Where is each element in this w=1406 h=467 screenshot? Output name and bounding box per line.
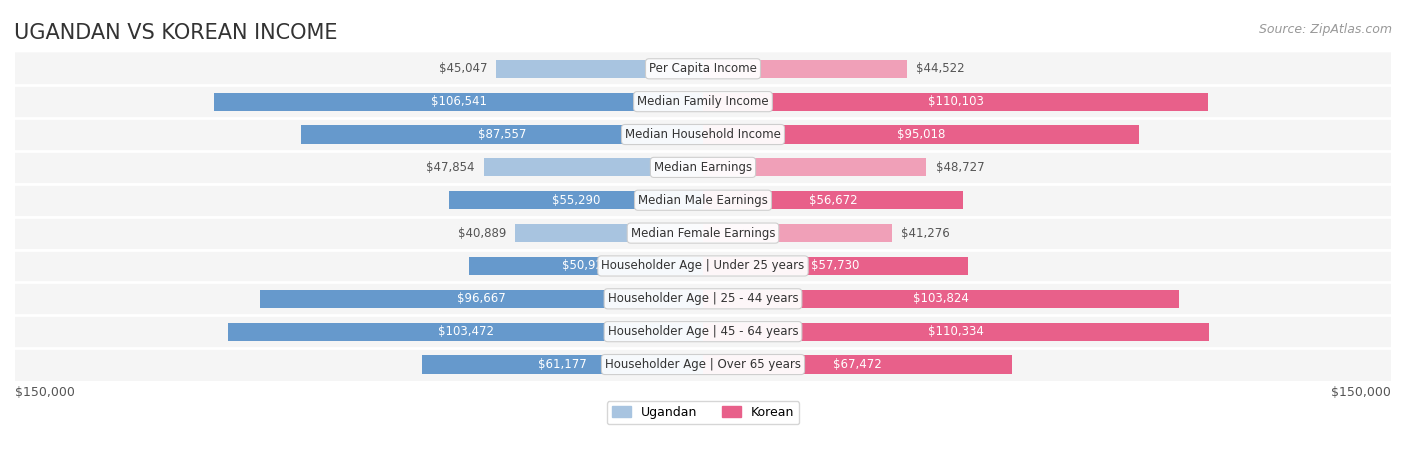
Bar xyxy=(228,323,703,341)
Text: Source: ZipAtlas.com: Source: ZipAtlas.com xyxy=(1258,23,1392,36)
Bar xyxy=(260,290,703,308)
Text: Householder Age | Over 65 years: Householder Age | Over 65 years xyxy=(605,358,801,371)
Bar xyxy=(496,60,703,78)
Text: Median Family Income: Median Family Income xyxy=(637,95,769,108)
Legend: Ugandan, Korean: Ugandan, Korean xyxy=(607,401,799,424)
Bar xyxy=(703,355,1012,374)
Bar xyxy=(470,257,703,275)
Text: $103,472: $103,472 xyxy=(437,325,494,338)
FancyBboxPatch shape xyxy=(15,217,1391,249)
Text: Per Capita Income: Per Capita Income xyxy=(650,62,756,75)
Text: Median Male Earnings: Median Male Earnings xyxy=(638,194,768,207)
Text: $67,472: $67,472 xyxy=(834,358,882,371)
Text: $40,889: $40,889 xyxy=(458,226,506,240)
Text: $41,276: $41,276 xyxy=(901,226,950,240)
Text: $96,667: $96,667 xyxy=(457,292,506,305)
Bar xyxy=(422,355,703,374)
Text: Householder Age | 45 - 64 years: Householder Age | 45 - 64 years xyxy=(607,325,799,338)
Bar xyxy=(703,323,1209,341)
FancyBboxPatch shape xyxy=(15,52,1391,85)
Text: Median Earnings: Median Earnings xyxy=(654,161,752,174)
Bar xyxy=(214,92,703,111)
FancyBboxPatch shape xyxy=(15,283,1391,315)
Text: $95,018: $95,018 xyxy=(897,128,945,141)
Bar xyxy=(516,224,703,242)
Bar xyxy=(703,92,1208,111)
Text: $56,672: $56,672 xyxy=(808,194,858,207)
FancyBboxPatch shape xyxy=(15,184,1391,217)
Text: $150,000: $150,000 xyxy=(15,386,75,399)
Text: $47,854: $47,854 xyxy=(426,161,474,174)
Text: $57,730: $57,730 xyxy=(811,260,859,272)
FancyBboxPatch shape xyxy=(15,315,1391,348)
Bar xyxy=(703,224,893,242)
Text: $45,047: $45,047 xyxy=(439,62,488,75)
Text: $87,557: $87,557 xyxy=(478,128,526,141)
Text: $55,290: $55,290 xyxy=(553,194,600,207)
Text: $44,522: $44,522 xyxy=(917,62,965,75)
Text: $48,727: $48,727 xyxy=(935,161,984,174)
Bar xyxy=(484,158,703,177)
Bar xyxy=(301,126,703,143)
Bar xyxy=(703,257,967,275)
Text: Median Female Earnings: Median Female Earnings xyxy=(631,226,775,240)
Text: Median Household Income: Median Household Income xyxy=(626,128,780,141)
Text: $110,103: $110,103 xyxy=(928,95,983,108)
Text: UGANDAN VS KOREAN INCOME: UGANDAN VS KOREAN INCOME xyxy=(14,23,337,43)
Text: Householder Age | 25 - 44 years: Householder Age | 25 - 44 years xyxy=(607,292,799,305)
FancyBboxPatch shape xyxy=(15,118,1391,151)
FancyBboxPatch shape xyxy=(15,348,1391,381)
Text: $150,000: $150,000 xyxy=(1331,386,1391,399)
Bar xyxy=(703,60,907,78)
Text: $103,824: $103,824 xyxy=(912,292,969,305)
Text: $106,541: $106,541 xyxy=(430,95,486,108)
Bar xyxy=(703,126,1139,143)
Bar xyxy=(703,290,1180,308)
FancyBboxPatch shape xyxy=(15,249,1391,283)
FancyBboxPatch shape xyxy=(15,85,1391,118)
Text: $61,177: $61,177 xyxy=(538,358,588,371)
Text: Householder Age | Under 25 years: Householder Age | Under 25 years xyxy=(602,260,804,272)
FancyBboxPatch shape xyxy=(15,151,1391,184)
Text: $50,923: $50,923 xyxy=(562,260,610,272)
Bar xyxy=(703,158,927,177)
Bar xyxy=(703,191,963,209)
Text: $110,334: $110,334 xyxy=(928,325,984,338)
Bar xyxy=(450,191,703,209)
